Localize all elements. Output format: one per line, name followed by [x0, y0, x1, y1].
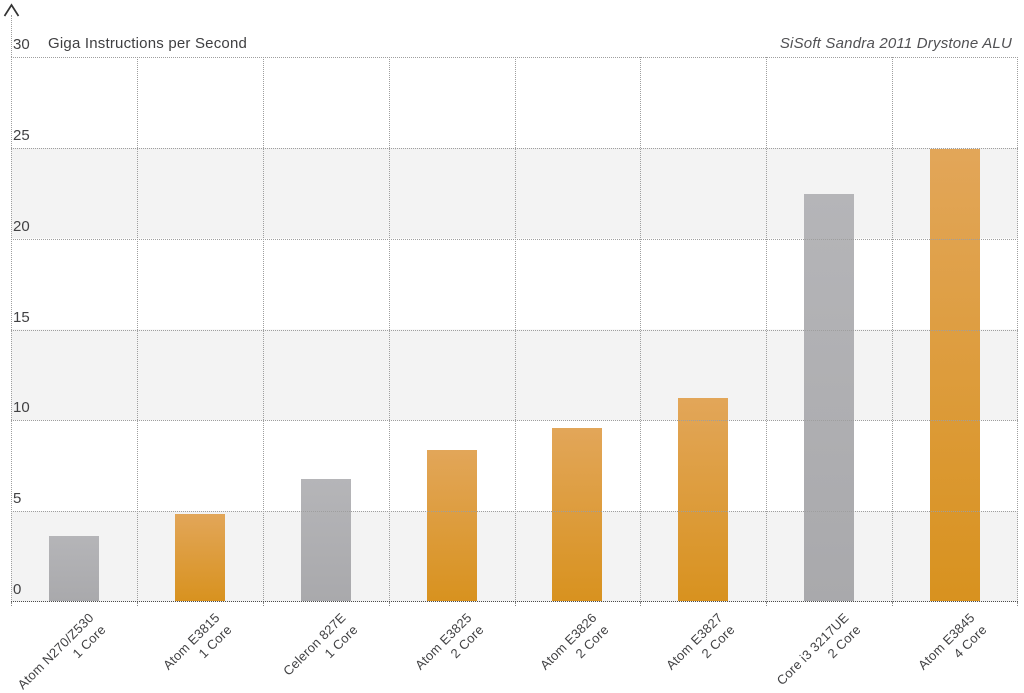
horizontal-gridline-10: [11, 420, 1018, 422]
x-tick-mark: [766, 602, 768, 606]
x-axis-label-atom-n270-z530: Atom N270/Z530 1 Core: [0, 610, 109, 693]
bar-atom-e3826: [552, 428, 603, 601]
horizontal-gridline-20: [11, 238, 1018, 240]
x-tick-mark: [514, 602, 516, 606]
x-axis-label-atom-e3825: Atom E3825 2 Core: [336, 610, 487, 693]
y-tick-label-25: 25: [13, 126, 30, 144]
plot-area: [11, 57, 1018, 606]
x-axis-label-atom-e3827: Atom E3827 2 Core: [588, 610, 739, 693]
y-tick-label-10: 10: [13, 399, 30, 417]
y-tick-label-5: 5: [13, 490, 22, 508]
y-tick-label-15: 15: [13, 308, 30, 326]
x-tick-mark: [388, 602, 390, 606]
x-axis-label-atom-e3845: Atom E3845 4 Core: [840, 610, 991, 693]
x-axis-label-atom-e3826: Atom E3826 2 Core: [462, 610, 613, 693]
bar-atom-e3825: [426, 450, 477, 601]
x-axis-label-atom-e3815: Atom E3815 1 Core: [85, 610, 236, 693]
bar-atom-e3845: [930, 148, 981, 601]
x-tick-mark: [262, 602, 264, 606]
horizontal-gridline-25: [11, 147, 1018, 149]
bar-atom-e3827: [678, 397, 729, 601]
y-axis-arrow-icon: [3, 3, 20, 17]
y-axis-line: [11, 15, 12, 57]
x-tick-mark: [640, 602, 642, 606]
x-axis-label-core-i3-3217ue: Core i3 3217UE 2 Core: [714, 610, 865, 693]
x-tick-mark: [892, 602, 894, 606]
x-axis-label-celeron-827e: Celeron 827E 1 Core: [210, 610, 361, 693]
x-tick-mark: [136, 602, 138, 606]
bar-atom-n270-z530: [48, 535, 99, 601]
horizontal-gridline-5: [11, 511, 1018, 513]
y-tick-label-30: 30: [13, 36, 30, 53]
chart-title: Giga Instructions per Second: [48, 35, 248, 52]
y-tick-label-20: 20: [13, 217, 30, 235]
x-tick-mark: [11, 602, 12, 606]
horizontal-gridline-30: [11, 57, 1018, 58]
bar-atom-e3815: [174, 513, 225, 601]
horizontal-gridline-15: [11, 329, 1018, 331]
x-tick-mark: [1017, 602, 1018, 606]
bar-celeron-827e: [300, 479, 351, 601]
y-tick-label-0: 0: [13, 581, 22, 598]
bar-core-i3-3217ue: [804, 194, 855, 601]
chart-subtitle: SiSoft Sandra 2011 Drystone ALU: [779, 35, 1012, 52]
x-axis-line: [11, 601, 1018, 602]
